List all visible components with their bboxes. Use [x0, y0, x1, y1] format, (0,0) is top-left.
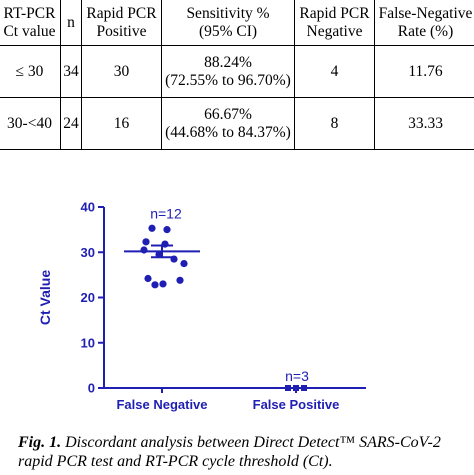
data-point [148, 224, 156, 232]
y-tick-label: 30 [81, 245, 95, 260]
table-row: ≤ 30 34 30 88.24% (72.55% to 96.70%) 4 1… [0, 45, 474, 98]
plot-marks: n=12 n=3 [124, 205, 309, 391]
y-tick-label: 0 [88, 381, 95, 396]
x-category-label: False Positive [253, 397, 340, 412]
cell-n: 34 [60, 45, 82, 98]
cell-ct-value: 30-<40 [0, 97, 61, 150]
group-annotation: n=3 [285, 368, 309, 384]
data-point [144, 274, 152, 283]
cell-rapid-positive: 16 [81, 97, 162, 150]
data-point [170, 255, 178, 263]
y-tick-label: 40 [81, 200, 95, 215]
cell-rapid-negative: 8 [294, 97, 375, 150]
x-category-label: False Negative [116, 397, 207, 412]
header-sensitivity: Sensitivity % (95% CI) [161, 0, 295, 46]
data-point [140, 246, 148, 254]
data-point [163, 226, 171, 234]
table-row: 30-<40 24 16 66.67% (44.68% to 84.37%) 8… [0, 97, 474, 150]
cell-false-negative-rate: 33.33 [374, 97, 474, 150]
header-false-negative-rate: False-Negative Rate (%) [374, 0, 474, 46]
cell-n: 24 [60, 97, 82, 150]
y-axis: 0 10 20 30 40 Ct Value [37, 200, 105, 396]
y-axis-title: Ct Value [37, 270, 53, 325]
figure-caption: Fig. 1. Discordant analysis between Dire… [18, 433, 470, 471]
data-point [151, 281, 159, 289]
data-point [159, 280, 167, 288]
cell-ct-value: ≤ 30 [0, 45, 61, 98]
table-header-row: RT-PCR Ct value n Rapid PCR Positive Sen… [0, 0, 474, 46]
cell-rapid-negative: 4 [294, 45, 375, 98]
data-point [176, 276, 184, 284]
results-table: RT-PCR Ct value n Rapid PCR Positive Sen… [0, 0, 474, 150]
group-annotation: n=12 [150, 205, 182, 221]
cell-rapid-positive: 30 [81, 45, 162, 98]
header-rapid-pcr-negative: Rapid PCR Negative [294, 0, 375, 46]
data-point [180, 259, 188, 268]
cell-false-negative-rate: 11.76 [374, 45, 474, 98]
data-point [301, 385, 307, 391]
data-point [155, 250, 163, 259]
header-rt-pcr-ct-value: RT-PCR Ct value [0, 0, 61, 46]
caption-label: Fig. 1. [18, 434, 62, 451]
cell-sensitivity: 88.24% (72.55% to 96.70%) [161, 45, 295, 98]
data-point [142, 238, 150, 246]
ct-value-scatter-plot: 0 10 20 30 40 Ct Value False Negative False Po… [37, 200, 366, 412]
data-point [293, 385, 299, 391]
cell-sensitivity: 66.67% (44.68% to 84.37%) [161, 97, 295, 150]
y-tick-label: 10 [81, 335, 95, 350]
y-tick-label: 20 [81, 290, 95, 305]
data-point [285, 385, 291, 391]
data-point [161, 240, 169, 248]
x-axis: False Negative False Positive [104, 387, 366, 412]
header-n: n [60, 0, 82, 46]
caption-text: Discordant analysis between Direct Detec… [18, 434, 441, 470]
header-rapid-pcr-positive: Rapid PCR Positive [81, 0, 162, 46]
